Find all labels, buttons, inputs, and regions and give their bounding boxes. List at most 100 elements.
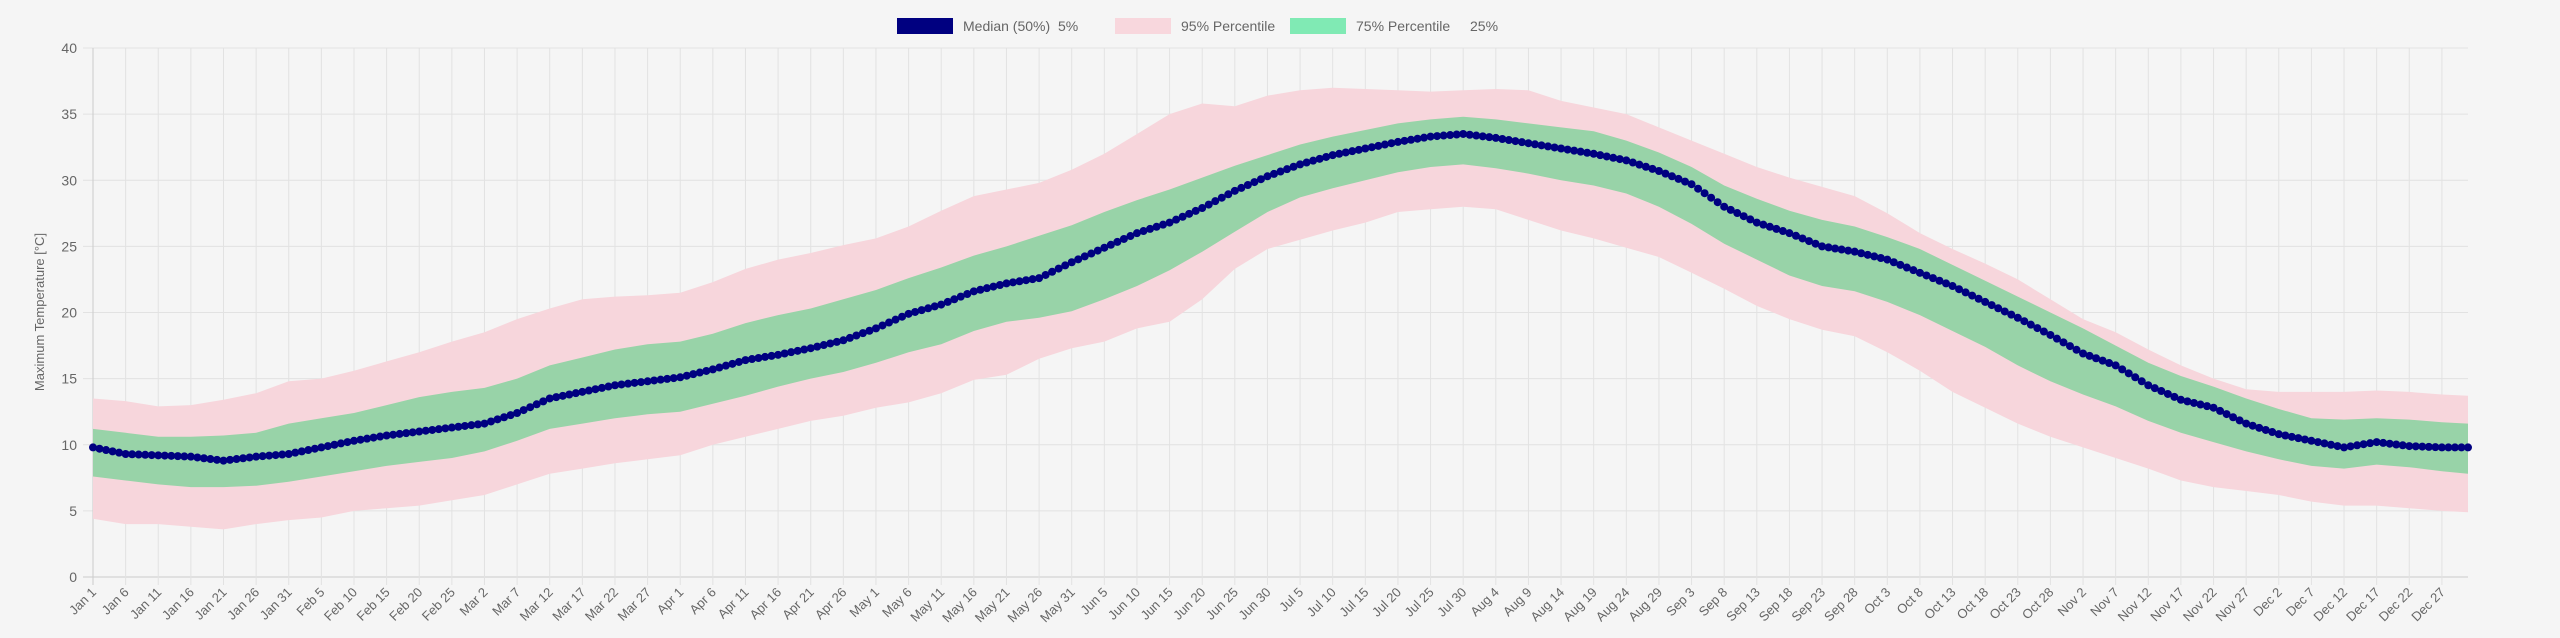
median-point xyxy=(1981,297,1990,306)
median-point xyxy=(578,387,587,396)
x-tick-label: Oct 28 xyxy=(2019,585,2057,623)
legend-item-p95[interactable]: 95% Percentile xyxy=(1115,18,1275,34)
median-point xyxy=(2183,397,2192,406)
median-point xyxy=(467,421,476,430)
median-point xyxy=(480,419,489,428)
median-point xyxy=(219,456,228,465)
median-point xyxy=(121,450,130,459)
median-point xyxy=(1902,263,1911,272)
median-point xyxy=(1367,143,1376,152)
median-point xyxy=(2418,442,2427,451)
median-point xyxy=(1152,222,1161,231)
x-tick-label: Jan 26 xyxy=(224,585,262,623)
legend-label: 95% Percentile xyxy=(1181,18,1276,34)
median-point xyxy=(2326,440,2335,449)
chart-legend: Median (50%) 5% 95% Percentile 75% Perce… xyxy=(0,18,2560,38)
median-point xyxy=(1341,148,1350,157)
median-point xyxy=(284,450,293,459)
median-point xyxy=(2372,438,2381,447)
median-point xyxy=(252,452,261,461)
x-tick-label: Jan 11 xyxy=(127,585,165,623)
median-point xyxy=(1028,275,1037,284)
median-point xyxy=(917,306,926,315)
median-point xyxy=(1870,252,1879,261)
median-point xyxy=(793,346,802,355)
median-point xyxy=(369,433,378,442)
median-point xyxy=(415,427,424,436)
median-point xyxy=(212,455,221,464)
x-tick-label: Aug 29 xyxy=(1625,585,1665,625)
median-point xyxy=(1119,234,1128,243)
median-point xyxy=(1132,229,1141,238)
y-tick-label: 15 xyxy=(61,371,77,387)
x-tick-label: Jul 25 xyxy=(1402,585,1437,620)
median-point xyxy=(1322,152,1331,161)
median-point xyxy=(473,420,482,429)
median-point xyxy=(102,446,111,455)
median-point xyxy=(1681,177,1690,186)
median-point xyxy=(2020,317,2029,326)
median-point xyxy=(1093,246,1102,255)
y-tick-label: 30 xyxy=(61,172,77,188)
median-point xyxy=(304,446,313,455)
x-tick-label: Nov 22 xyxy=(2180,585,2220,625)
legend-item-p5[interactable]: 5% xyxy=(1058,18,1078,34)
median-point xyxy=(2163,389,2172,398)
median-point xyxy=(1485,133,1494,142)
median-point xyxy=(898,312,907,321)
median-point xyxy=(239,454,248,463)
median-point xyxy=(2007,310,2016,319)
median-point xyxy=(650,376,659,385)
median-point xyxy=(2052,334,2061,343)
median-point xyxy=(1087,249,1096,258)
median-point xyxy=(1537,141,1546,150)
x-tick-label: Sep 3 xyxy=(1663,585,1698,620)
median-point xyxy=(1694,184,1703,193)
x-tick-label: Jul 5 xyxy=(1276,585,1306,615)
median-point xyxy=(2026,320,2035,329)
median-point xyxy=(2039,327,2048,336)
x-tick-label: Feb 20 xyxy=(386,585,425,624)
x-tick-label: May 16 xyxy=(939,585,980,626)
median-point xyxy=(1217,193,1226,202)
median-point xyxy=(1739,212,1748,221)
median-point xyxy=(956,292,965,301)
median-point xyxy=(1302,158,1311,167)
median-point xyxy=(2294,434,2303,443)
median-point xyxy=(2340,443,2349,452)
median-point xyxy=(2379,438,2388,447)
x-tick-label: Aug 19 xyxy=(1560,585,1600,625)
median-point xyxy=(1974,294,1983,303)
y-tick-label: 5 xyxy=(69,503,77,519)
x-tick-label: Sep 23 xyxy=(1788,585,1828,625)
median-point xyxy=(1126,232,1135,241)
median-point xyxy=(865,326,874,335)
median-point xyxy=(858,329,867,338)
median-point xyxy=(839,336,848,345)
x-tick-label: Mar 2 xyxy=(456,585,490,619)
median-point xyxy=(852,331,861,340)
legend-item-median[interactable]: Median (50%) xyxy=(897,18,1050,34)
median-point xyxy=(154,451,163,460)
x-tick-label: Jul 20 xyxy=(1369,585,1404,620)
median-point xyxy=(1002,279,1011,288)
legend-label: Median (50%) xyxy=(963,18,1051,34)
x-tick-label: Apr 21 xyxy=(779,585,817,623)
x-tick-label: Sep 13 xyxy=(1723,585,1763,625)
median-point xyxy=(1426,132,1435,141)
median-point xyxy=(1113,237,1122,246)
legend-item-p25[interactable]: 25% xyxy=(1470,18,1498,34)
median-point xyxy=(1406,135,1415,144)
median-point xyxy=(1589,149,1598,158)
median-point xyxy=(1805,237,1814,246)
median-point xyxy=(1948,282,1957,291)
median-point xyxy=(643,377,652,386)
x-tick-label: Nov 27 xyxy=(2213,585,2253,625)
median-point xyxy=(1374,141,1383,150)
x-tick-label: Aug 24 xyxy=(1593,585,1633,625)
median-point xyxy=(624,379,633,388)
median-point xyxy=(2444,443,2453,452)
median-point xyxy=(1863,250,1872,259)
legend-item-p75[interactable]: 75% Percentile xyxy=(1290,18,1450,34)
